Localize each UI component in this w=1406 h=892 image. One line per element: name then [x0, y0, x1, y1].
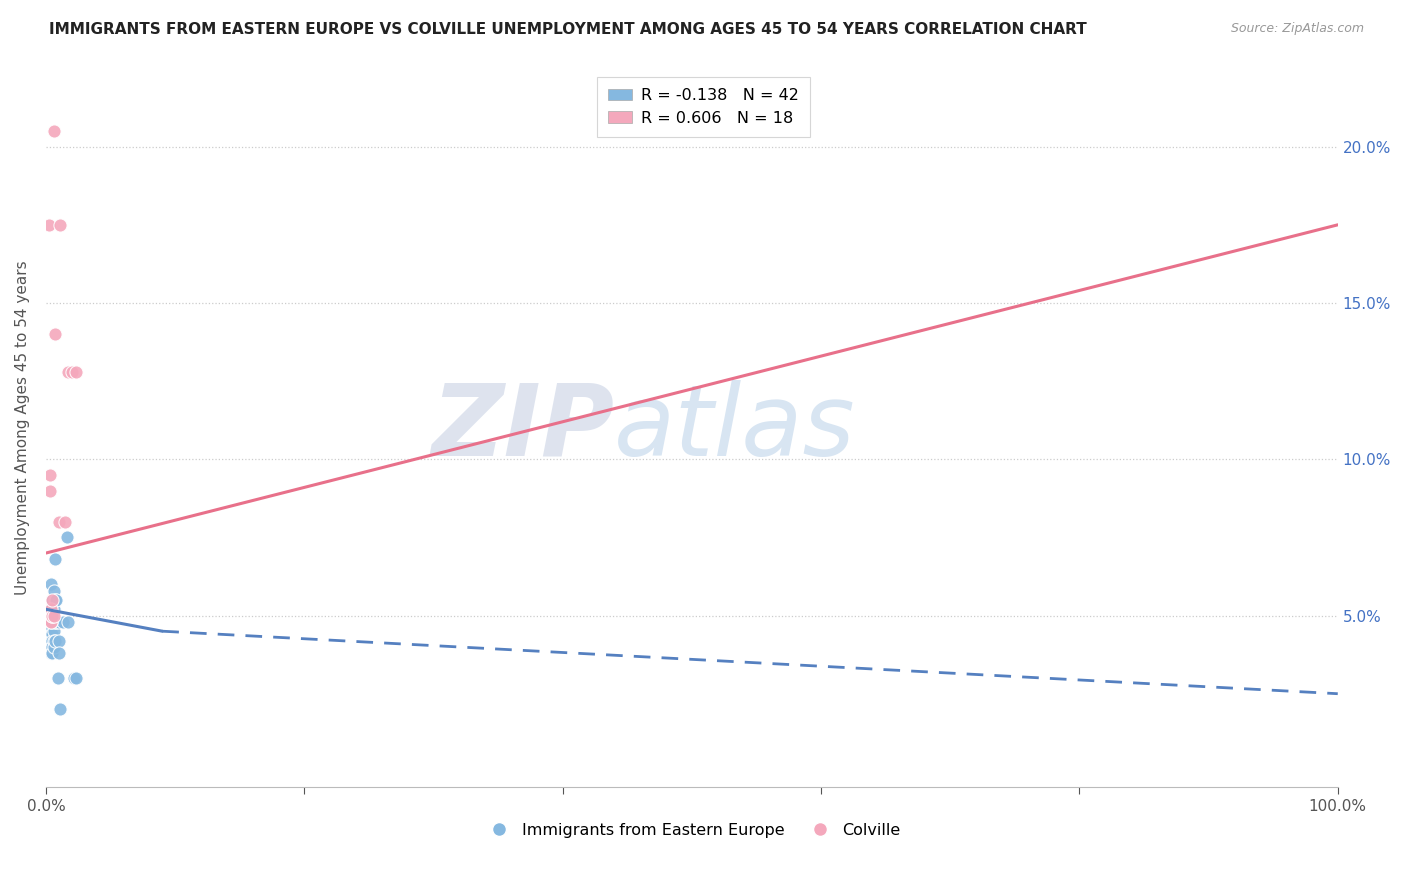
Point — [42, 633, 65, 648]
Point — [44, 593, 66, 607]
Point — [42, 608, 65, 623]
Point — [44, 552, 66, 566]
Text: Source: ZipAtlas.com: Source: ZipAtlas.com — [1230, 22, 1364, 36]
Point — [42, 124, 65, 138]
Legend: Immigrants from Eastern Europe, Colville: Immigrants from Eastern Europe, Colville — [477, 816, 907, 844]
Point — [41, 627, 63, 641]
Point — [39, 615, 62, 629]
Point — [55, 530, 77, 544]
Point — [42, 615, 65, 629]
Point — [45, 593, 67, 607]
Point — [38, 633, 60, 648]
Point — [39, 615, 62, 629]
Point — [38, 624, 60, 639]
Point — [44, 327, 66, 342]
Point — [39, 621, 62, 635]
Point — [48, 646, 70, 660]
Point — [39, 602, 62, 616]
Point — [39, 602, 62, 616]
Point — [38, 602, 60, 616]
Point — [53, 515, 76, 529]
Point — [48, 615, 70, 629]
Point — [39, 577, 62, 591]
Point — [41, 593, 63, 607]
Point — [41, 621, 63, 635]
Point — [49, 702, 72, 716]
Point — [41, 646, 63, 660]
Point — [49, 218, 72, 232]
Point — [39, 627, 62, 641]
Point — [41, 593, 63, 607]
Point — [38, 467, 60, 482]
Point — [38, 218, 60, 232]
Point — [65, 671, 87, 685]
Point — [39, 646, 62, 660]
Point — [41, 608, 63, 623]
Point — [46, 671, 69, 685]
Point — [39, 608, 62, 623]
Point — [56, 365, 79, 379]
Point — [45, 615, 67, 629]
Point — [41, 615, 63, 629]
Point — [48, 633, 70, 648]
Text: atlas: atlas — [614, 379, 856, 476]
Point — [65, 365, 87, 379]
Point — [41, 633, 63, 648]
Point — [41, 640, 63, 654]
Text: IMMIGRANTS FROM EASTERN EUROPE VS COLVILLE UNEMPLOYMENT AMONG AGES 45 TO 54 YEAR: IMMIGRANTS FROM EASTERN EUROPE VS COLVIL… — [49, 22, 1087, 37]
Point — [38, 615, 60, 629]
Y-axis label: Unemployment Among Ages 45 to 54 years: Unemployment Among Ages 45 to 54 years — [15, 260, 30, 595]
Point — [48, 515, 70, 529]
Point — [44, 633, 66, 648]
Point — [56, 615, 79, 629]
Point — [52, 615, 75, 629]
Point — [38, 483, 60, 498]
Point — [63, 671, 86, 685]
Point — [41, 608, 63, 623]
Point — [41, 608, 63, 623]
Point — [42, 640, 65, 654]
Point — [42, 602, 65, 616]
Point — [39, 633, 62, 648]
Text: ZIP: ZIP — [432, 379, 614, 476]
Point — [60, 365, 83, 379]
Point — [42, 583, 65, 598]
Point — [44, 615, 66, 629]
Point — [42, 624, 65, 639]
Point — [39, 640, 62, 654]
